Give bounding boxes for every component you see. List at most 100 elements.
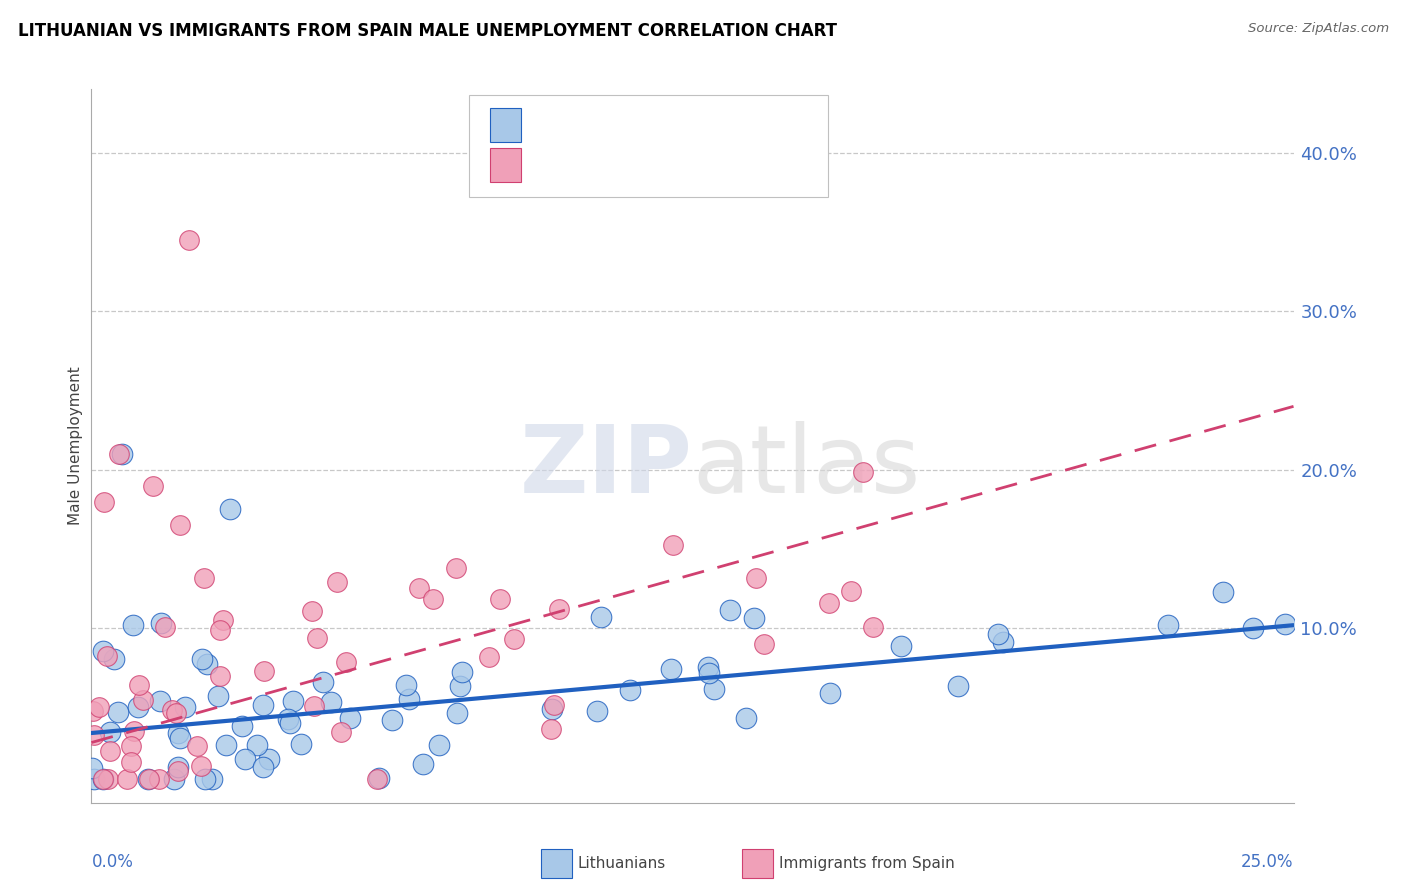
Text: 25.0%: 25.0% xyxy=(1241,853,1294,871)
Point xyxy=(278,716,301,731)
Point xyxy=(619,683,641,698)
Point xyxy=(752,637,775,651)
Point xyxy=(215,738,238,752)
Point xyxy=(478,650,501,665)
Point xyxy=(120,755,142,769)
Point xyxy=(422,592,444,607)
Point xyxy=(987,626,1010,640)
Point xyxy=(444,561,467,575)
Point xyxy=(699,665,721,680)
Point xyxy=(87,700,110,714)
Point xyxy=(427,738,450,752)
Point xyxy=(160,703,183,717)
Point xyxy=(193,571,215,585)
Point xyxy=(148,772,170,786)
Point xyxy=(233,752,256,766)
Point xyxy=(149,693,172,707)
Point xyxy=(1212,585,1234,599)
Point xyxy=(839,583,862,598)
Point xyxy=(177,233,200,247)
Point xyxy=(219,502,242,516)
Point xyxy=(190,759,212,773)
Text: LITHUANIAN VS IMMIGRANTS FROM SPAIN MALE UNEMPLOYMENT CORRELATION CHART: LITHUANIAN VS IMMIGRANTS FROM SPAIN MALE… xyxy=(18,22,838,40)
Point xyxy=(252,698,274,712)
Point xyxy=(111,447,134,461)
Point xyxy=(153,620,176,634)
Point xyxy=(586,704,609,718)
Point xyxy=(1157,617,1180,632)
Point xyxy=(408,581,430,595)
Point xyxy=(167,725,190,739)
Point xyxy=(703,682,725,697)
Text: R =: R = xyxy=(530,116,565,134)
Point xyxy=(745,571,768,585)
Point xyxy=(98,724,121,739)
Point xyxy=(191,652,214,666)
Text: Lithuanians: Lithuanians xyxy=(578,856,666,871)
Point xyxy=(697,659,720,673)
Text: 0.316: 0.316 xyxy=(567,116,619,134)
Point xyxy=(186,739,208,753)
Point xyxy=(207,690,229,704)
Point xyxy=(97,772,120,786)
Point xyxy=(718,602,741,616)
Point xyxy=(540,722,562,736)
Point xyxy=(83,728,105,742)
Point xyxy=(208,624,231,638)
Point xyxy=(659,662,682,676)
Point xyxy=(489,591,512,606)
Point xyxy=(166,760,188,774)
Point xyxy=(290,737,312,751)
Point xyxy=(150,615,173,630)
Point xyxy=(136,772,159,786)
Text: 0.257: 0.257 xyxy=(567,157,619,175)
Point xyxy=(335,655,357,669)
Point xyxy=(398,691,420,706)
Point xyxy=(82,704,104,718)
Point xyxy=(589,610,612,624)
Point xyxy=(451,665,474,680)
Text: R =: R = xyxy=(530,157,565,175)
Point xyxy=(339,711,361,725)
Point xyxy=(127,699,149,714)
Point xyxy=(128,678,150,692)
Point xyxy=(319,695,342,709)
Point xyxy=(852,466,875,480)
Point xyxy=(96,648,118,663)
Point xyxy=(446,706,468,721)
Point xyxy=(991,635,1014,649)
Text: Immigrants from Spain: Immigrants from Spain xyxy=(779,856,955,871)
Point xyxy=(138,772,160,786)
Point xyxy=(395,678,418,692)
Point xyxy=(120,739,142,753)
Point xyxy=(195,657,218,671)
Point xyxy=(108,447,131,461)
Point xyxy=(194,772,217,786)
Point xyxy=(93,494,115,508)
Point xyxy=(543,698,565,712)
Point xyxy=(103,652,125,666)
Text: 67: 67 xyxy=(664,116,686,134)
Point xyxy=(201,772,224,786)
Point xyxy=(661,538,683,552)
Text: Source: ZipAtlas.com: Source: ZipAtlas.com xyxy=(1249,22,1389,36)
Text: 0.0%: 0.0% xyxy=(91,853,134,871)
Point xyxy=(547,602,569,616)
Point xyxy=(91,644,114,658)
Point xyxy=(503,632,526,647)
Point xyxy=(257,752,280,766)
Point xyxy=(946,679,969,693)
Point xyxy=(122,723,145,738)
Point xyxy=(115,772,138,786)
Text: atlas: atlas xyxy=(692,421,921,514)
Point xyxy=(169,518,191,533)
Point xyxy=(253,665,276,679)
Point xyxy=(281,694,304,708)
Point xyxy=(83,772,105,786)
Point xyxy=(1241,621,1264,635)
Point xyxy=(305,632,328,646)
Point xyxy=(231,719,253,733)
Point xyxy=(165,706,187,720)
Point xyxy=(208,668,231,682)
Point xyxy=(174,700,197,714)
